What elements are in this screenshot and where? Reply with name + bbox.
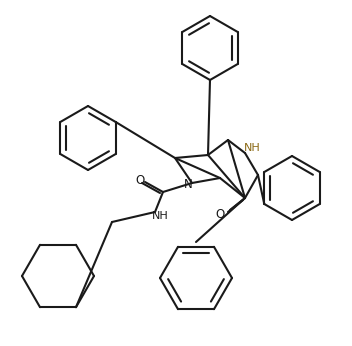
Text: NH: NH [244, 143, 260, 153]
Text: NH: NH [152, 211, 168, 221]
Text: O: O [215, 208, 225, 220]
Text: O: O [136, 173, 145, 186]
Text: N: N [184, 179, 193, 191]
